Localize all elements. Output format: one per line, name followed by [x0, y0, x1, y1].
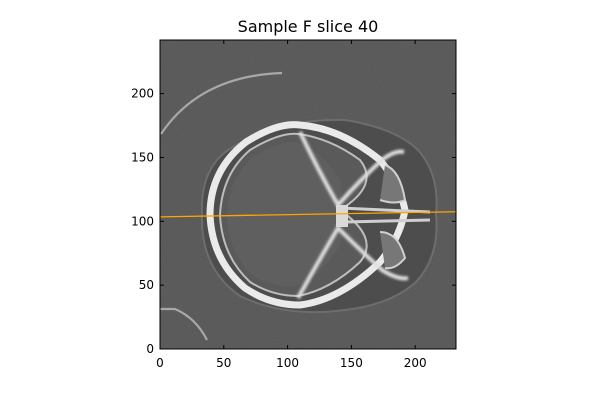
- midline-bone: [336, 205, 348, 227]
- y-tick-label: 0: [146, 342, 154, 356]
- x-tick-label: 200: [404, 356, 427, 370]
- x-tick-label: 0: [156, 356, 164, 370]
- axes-frame: [159, 39, 457, 350]
- y-axis: 0 50 100 150 200: [131, 87, 456, 356]
- overlay-line: [160, 211, 456, 218]
- brain: [227, 141, 342, 287]
- ct-scan-image: [160, 40, 456, 349]
- chart-title: Sample F slice 40: [238, 17, 379, 36]
- scanner-arc-top: [160, 71, 283, 135]
- orbit-lower: [379, 231, 407, 270]
- x-tick-label: 150: [340, 356, 363, 370]
- y-tick-label: 150: [131, 150, 154, 164]
- y-tick-label: 100: [131, 214, 154, 228]
- x-tick-label: 50: [216, 356, 231, 370]
- orbit-upper: [379, 164, 407, 204]
- nasal-bones: [339, 206, 431, 224]
- y-tick-label: 50: [139, 278, 154, 292]
- x-tick-label: 100: [276, 356, 299, 370]
- scanner-arc-bottom: [160, 307, 208, 341]
- x-axis: 0 50 100 150 200: [156, 40, 427, 370]
- y-tick-label: 200: [131, 87, 154, 101]
- sphenoid-upper: [298, 131, 405, 209]
- skull-bone: [206, 121, 409, 309]
- sphenoid-lower: [296, 224, 409, 299]
